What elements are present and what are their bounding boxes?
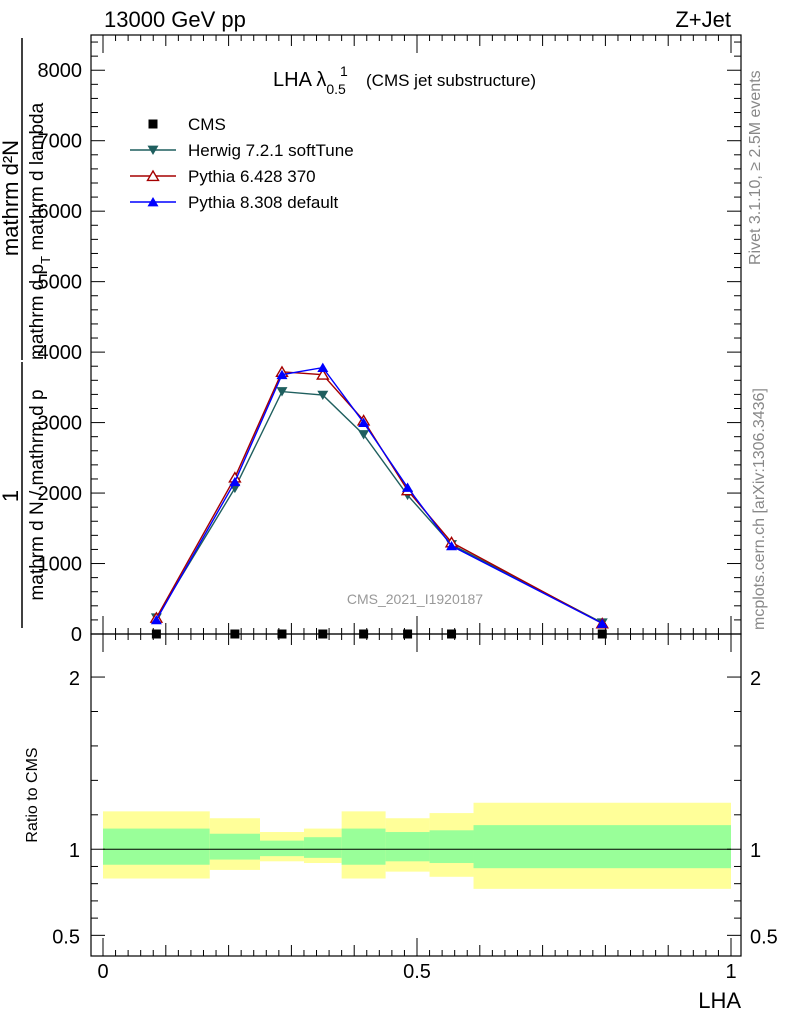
series-marker xyxy=(316,368,330,380)
series-marker xyxy=(596,618,608,628)
ratio-bands xyxy=(103,802,731,889)
series-marker xyxy=(276,369,288,380)
series-2 xyxy=(149,365,609,629)
legend-entry: Herwig 7.2.1 softTune xyxy=(130,141,354,160)
main-ytick-label: 7000 xyxy=(38,131,83,153)
header-left: 13000 GeV pp xyxy=(104,7,246,32)
series-marker xyxy=(276,387,288,397)
ratio-ytick-label-left: 1 xyxy=(69,840,80,862)
chart-title-sub: 0.5 xyxy=(326,81,346,97)
ratio-ytick-label-right: 2 xyxy=(750,668,761,690)
main-series xyxy=(149,362,609,639)
chart-title: LHA λ0.5 xyxy=(273,69,346,97)
series-marker xyxy=(402,482,414,492)
ratio-band-inner xyxy=(429,830,474,864)
main-ytick-label: 5000 xyxy=(38,272,83,294)
ratio-band-inner xyxy=(341,828,386,865)
ratio-band-inner xyxy=(103,828,210,865)
watermark: CMS_2021_I1920187 xyxy=(347,591,483,607)
legend-entry: CMS xyxy=(148,115,226,134)
ylabel-denominator-right-main: mathrm d p xyxy=(27,264,48,360)
chart-title-suffix: (CMS jet substructure) xyxy=(366,71,536,90)
ylabel-denominator-right: mathrm d pT mathrm d lambda xyxy=(27,102,53,360)
main-ytick-label: 3000 xyxy=(38,413,83,435)
main-ytick-label: 0 xyxy=(71,624,82,646)
series-marker xyxy=(317,390,329,401)
legend-label: Pythia 6.428 370 xyxy=(188,167,316,186)
main-axis-ticks: 0 1000 2000 3000 4000 5000 6000 7000 8000 xyxy=(38,35,741,646)
ratio-ytick-label-left: 0.5 xyxy=(52,926,80,948)
series-line xyxy=(155,366,603,625)
series-line xyxy=(155,371,603,625)
ylabel-numerator-right: mathrm d²N xyxy=(0,140,23,256)
rivet-note: Rivet 3.1.10, ≥ 2.5M events xyxy=(747,70,764,265)
main-ytick-label: 4000 xyxy=(38,342,83,364)
mcplots-note: mcplots.cern.ch [arXiv:1306.3436] xyxy=(751,388,768,630)
legend-label: CMS xyxy=(188,115,226,134)
series-marker xyxy=(358,417,370,427)
legend-entry: Pythia 6.428 370 xyxy=(130,167,316,186)
ratio-ylabel: Ratio to CMS xyxy=(24,747,41,842)
ratio-frame xyxy=(90,633,742,957)
cms-data-point xyxy=(148,119,158,129)
main-ytick-label: 6000 xyxy=(38,201,83,223)
ratio-ytick-label-right: 1 xyxy=(750,840,761,862)
ratio-band-inner xyxy=(473,825,731,869)
ratio-panel: 0.5 0.5 1 1 2 2 0 0.5 1 Ratio to CMS LHA xyxy=(24,633,778,1013)
series-3 xyxy=(150,362,608,628)
ylabel-numerator-left: 1 xyxy=(0,490,23,502)
series-marker xyxy=(446,540,458,551)
x-axis-label: LHA xyxy=(698,988,741,1013)
ratio-axis-ticks: 0.5 0.5 1 1 2 2 0 0.5 1 xyxy=(52,634,778,983)
ratio-xtick-label: 1 xyxy=(725,961,736,983)
chart-title-main: LHA λ xyxy=(273,69,326,91)
series-marker xyxy=(147,145,159,155)
header-right: Z+Jet xyxy=(675,7,731,32)
main-panel: 0 1000 2000 3000 4000 5000 6000 7000 8000 LHA λ0… xyxy=(0,34,742,646)
legend-entry: Pythia 8.308 default xyxy=(130,193,339,212)
chart-title-sup: 1 xyxy=(340,63,348,79)
ratio-ytick-label-left: 2 xyxy=(69,668,80,690)
series-marker xyxy=(150,614,162,625)
y-axis-label: 1 mathrm d N / mathrm d p mathrm d²N mat… xyxy=(0,38,53,628)
legend: CMS Herwig 7.2.1 softTune Pythia 6.428 370… xyxy=(130,115,354,212)
ratio-xtick-label: 0 xyxy=(97,961,108,983)
series-marker xyxy=(317,362,329,373)
legend-label: Herwig 7.2.1 softTune xyxy=(188,141,354,160)
series-marker xyxy=(229,476,241,487)
ratio-band-inner xyxy=(260,840,304,857)
series-marker xyxy=(146,169,160,182)
ratio-band-inner xyxy=(303,837,342,858)
ylabel-denominator-right-tail: mathrm d lambda xyxy=(27,102,48,256)
ratio-band-inner xyxy=(385,832,430,862)
ylabel-denominator-right-sub: T xyxy=(38,256,53,264)
ratio-ytick-label-right: 0.5 xyxy=(750,926,778,948)
ratio-band-inner xyxy=(209,833,260,860)
main-ytick-label: 8000 xyxy=(38,60,83,82)
main-ytick-label: 2000 xyxy=(38,483,83,505)
ratio-xtick-label: 0.5 xyxy=(403,961,431,983)
legend-label: Pythia 8.308 default xyxy=(188,193,339,212)
ylabel-denominator-left: mathrm d N / mathrm d p xyxy=(27,389,48,600)
main-ytick-label: 1000 xyxy=(38,554,83,576)
series-marker xyxy=(358,430,370,440)
series-marker xyxy=(147,197,159,207)
